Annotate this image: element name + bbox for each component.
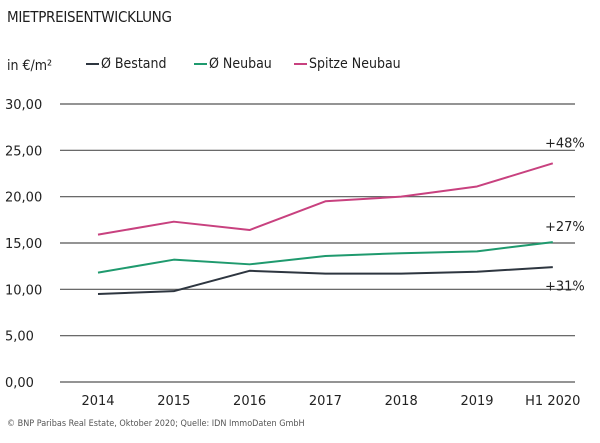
x-tick-label: 2017 [309,394,342,409]
x-tick-label: 2016 [233,394,266,409]
legend-item-neubau: Ø Neubau [194,56,272,72]
series-line-0 [97,266,553,295]
source-note: © BNP Paribas Real Estate, Oktober 2020;… [7,419,305,429]
growth-annotation: +31% [545,279,585,294]
chart-title: MIETPREISENTWICKLUNG [7,8,172,26]
y-tick-label: 25,00 [5,144,42,159]
x-tick-label: 2018 [385,394,418,409]
growth-annotation: +48% [545,136,585,151]
y-tick-label: 10,00 [5,283,42,298]
x-tick-label: H1 2020 [525,394,580,409]
x-tick-label: 2014 [81,394,114,409]
growth-annotation: +27% [545,220,585,235]
legend-item-bestand: Ø Bestand [86,56,167,72]
x-tick-label: 2015 [157,394,190,409]
legend-item-spitze-neubau: Spitze Neubau [294,56,401,72]
y-tick-label: 5,00 [5,330,34,345]
legend-swatch [194,63,207,65]
legend-swatch [294,63,307,65]
y-tick-label: 20,00 [5,191,42,206]
legend-swatch [86,63,99,65]
y-axis-unit-label: in €/m² [7,58,53,74]
y-tick-label: 30,00 [5,98,42,113]
legend-label: Ø Neubau [209,56,272,72]
y-tick-label: 0,00 [5,376,34,391]
legend-label: Ø Bestand [101,56,167,72]
x-tick-label: 2019 [460,394,493,409]
series-line-1 [97,241,553,274]
y-tick-label: 15,00 [5,237,42,252]
legend-label: Spitze Neubau [309,56,401,72]
series-line-2 [97,162,554,236]
